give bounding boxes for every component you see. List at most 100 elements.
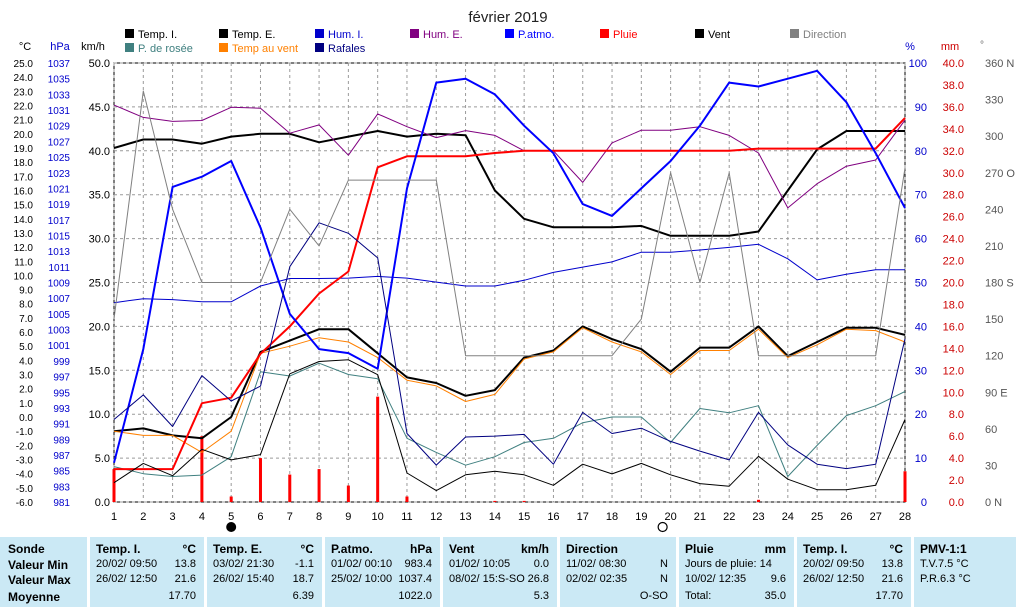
tick-label-celsius: 15.0: [14, 201, 34, 212]
panel-time: 01/02/ 10:05: [449, 558, 511, 570]
tick-label-kmh: 5.0: [95, 453, 110, 465]
tick-label-mm: 28.0: [943, 190, 964, 202]
tick-label-mm: 6.0: [949, 431, 964, 443]
tick-label-celsius: 6.0: [19, 328, 33, 339]
row-label: Valeur Max: [8, 573, 71, 587]
tick-label-day: 17: [577, 511, 589, 523]
tick-label-hpa: 1017: [48, 216, 71, 227]
tick-label-day: 3: [170, 511, 176, 523]
legend-label: Direction: [803, 29, 846, 41]
rain-bar: [903, 471, 907, 502]
tick-label-celsius: -2.0: [16, 441, 34, 452]
panel-value: 9.6: [770, 573, 786, 585]
panel-time: 20/02/ 09:50: [96, 558, 158, 570]
tick-label-day: 22: [723, 511, 735, 523]
tick-label-day: 28: [899, 511, 911, 523]
series-line-temp-e: [113, 325, 906, 440]
legend-label: Hum. E.: [423, 29, 463, 41]
tick-label-percent: 60: [915, 234, 927, 246]
tick-label-degree: 210: [985, 241, 1003, 253]
panel-average: 35.0: [764, 590, 786, 602]
tick-label-celsius: -6.0: [16, 498, 34, 509]
tick-label-degree: 0 N: [985, 497, 1002, 509]
tick-label-kmh: 40.0: [89, 146, 110, 158]
tick-label-day: 12: [430, 511, 442, 523]
panel-title: P.atmo.: [331, 542, 373, 556]
rain-bar: [376, 396, 380, 502]
series-line-pluie: [114, 117, 906, 471]
tick-label-mm: 14.0: [943, 343, 964, 355]
tick-label-day: 14: [489, 511, 501, 523]
tick-label-hpa: 1007: [48, 294, 71, 305]
tick-label-mm: 38.0: [943, 80, 964, 92]
tick-label-celsius: 1.0: [19, 399, 33, 410]
tick-label-celsius: 12.0: [14, 243, 34, 254]
tick-label-day: 26: [840, 511, 852, 523]
tick-label-celsius: 0.0: [19, 413, 33, 424]
tick-label-hpa: 1029: [48, 122, 71, 133]
tick-label-day: 20: [665, 511, 677, 523]
legend-label: Hum. I.: [328, 29, 363, 41]
tick-label-percent: 100: [909, 58, 927, 70]
tick-label-mm: 2.0: [949, 475, 964, 487]
panel-title: Temp. E.: [213, 542, 263, 556]
tick-label-kmh: 15.0: [89, 365, 110, 377]
panel-unit: hPa: [409, 542, 432, 556]
tick-label-percent: 90: [915, 102, 927, 114]
legend-swatch: [790, 29, 799, 38]
tick-label-hpa: 987: [53, 451, 70, 462]
panel-time: 25/02/ 10:00: [331, 573, 393, 585]
tick-label-kmh: 20.0: [89, 321, 110, 333]
legend-label: Temp au vent: [232, 43, 298, 55]
tick-label-hpa: 1025: [48, 153, 71, 164]
tick-label-percent: 20: [915, 409, 927, 421]
panel-time: 26/02/ 15:40: [213, 573, 275, 585]
panel-average: 17.70: [168, 590, 196, 602]
full-moon-icon: [226, 522, 237, 532]
panel-value: 13.8: [174, 558, 196, 570]
tick-label-day: 18: [606, 511, 618, 523]
tick-label-mm: 18.0: [943, 299, 964, 311]
pmv-line: P.R.6.3 °C: [920, 573, 971, 585]
summary-row-labels: Sonde Valeur Min Valeur Max Moyenne: [0, 537, 87, 607]
panel-time: 11/02/ 08:30: [566, 558, 627, 570]
panel-title: Pluie: [685, 542, 714, 556]
legend-label: Temp. I.: [138, 29, 177, 41]
tick-label-hpa: 1021: [48, 184, 71, 195]
tick-label-celsius: 23.0: [14, 87, 34, 98]
tick-label-mm: 22.0: [943, 256, 964, 268]
panel-time: 26/02/ 12:50: [803, 573, 865, 585]
tick-label-hpa: 1003: [48, 326, 71, 337]
panel-value: 21.6: [881, 573, 903, 585]
panel-title: Temp. I.: [96, 542, 141, 556]
legend-swatch: [125, 43, 134, 52]
tick-label-day: 10: [372, 511, 384, 523]
panel-time: 26/02/ 12:50: [96, 573, 158, 585]
tick-label-percent: 40: [915, 321, 927, 333]
tick-label-degree: 240: [985, 204, 1003, 216]
panel-value: N: [660, 558, 668, 570]
panel-time: 10/02/ 12:35: [685, 573, 747, 585]
new-moon-icon: [657, 521, 668, 533]
tick-label-day: 13: [459, 511, 471, 523]
panel-value: 13.8: [881, 558, 903, 570]
legend-label: Temp. E.: [232, 29, 275, 41]
summary-panel: Pluie mm Jours de pluie: 14 10/02/ 12:35 9.6…: [679, 537, 794, 607]
legend-label: P. de rosée: [138, 43, 193, 55]
rain-bar: [522, 500, 526, 502]
summary-panel: Temp. I. °C 20/02/ 09:50 13.8 26/02/ 12:50 21…: [90, 537, 204, 607]
tick-label-mm: 0.0: [949, 497, 964, 509]
tick-label-celsius: 20.0: [14, 130, 34, 141]
series-line-p-de-ros-e: [113, 362, 906, 477]
panel-title: Vent: [449, 542, 475, 556]
tick-label-celsius: -4.0: [16, 470, 34, 481]
summary-panel: Temp. E. °C 03/02/ 21:30 -1.1 26/02/ 15:40 18…: [207, 537, 322, 607]
tick-label-degree: 180 S: [985, 278, 1014, 290]
tick-label-day: 27: [870, 511, 882, 523]
tick-label-kmh: 30.0: [89, 234, 110, 246]
tick-label-hpa: 1011: [48, 263, 70, 274]
row-label: Sonde: [8, 542, 45, 556]
weather-chart: février 2019 °C hPa km/h% mm ° -6.0 -5.0 -4.0 -3.…: [14, 9, 1015, 533]
tick-label-celsius: 25.0: [14, 59, 34, 70]
tick-label-celsius: 11.0: [14, 257, 33, 268]
